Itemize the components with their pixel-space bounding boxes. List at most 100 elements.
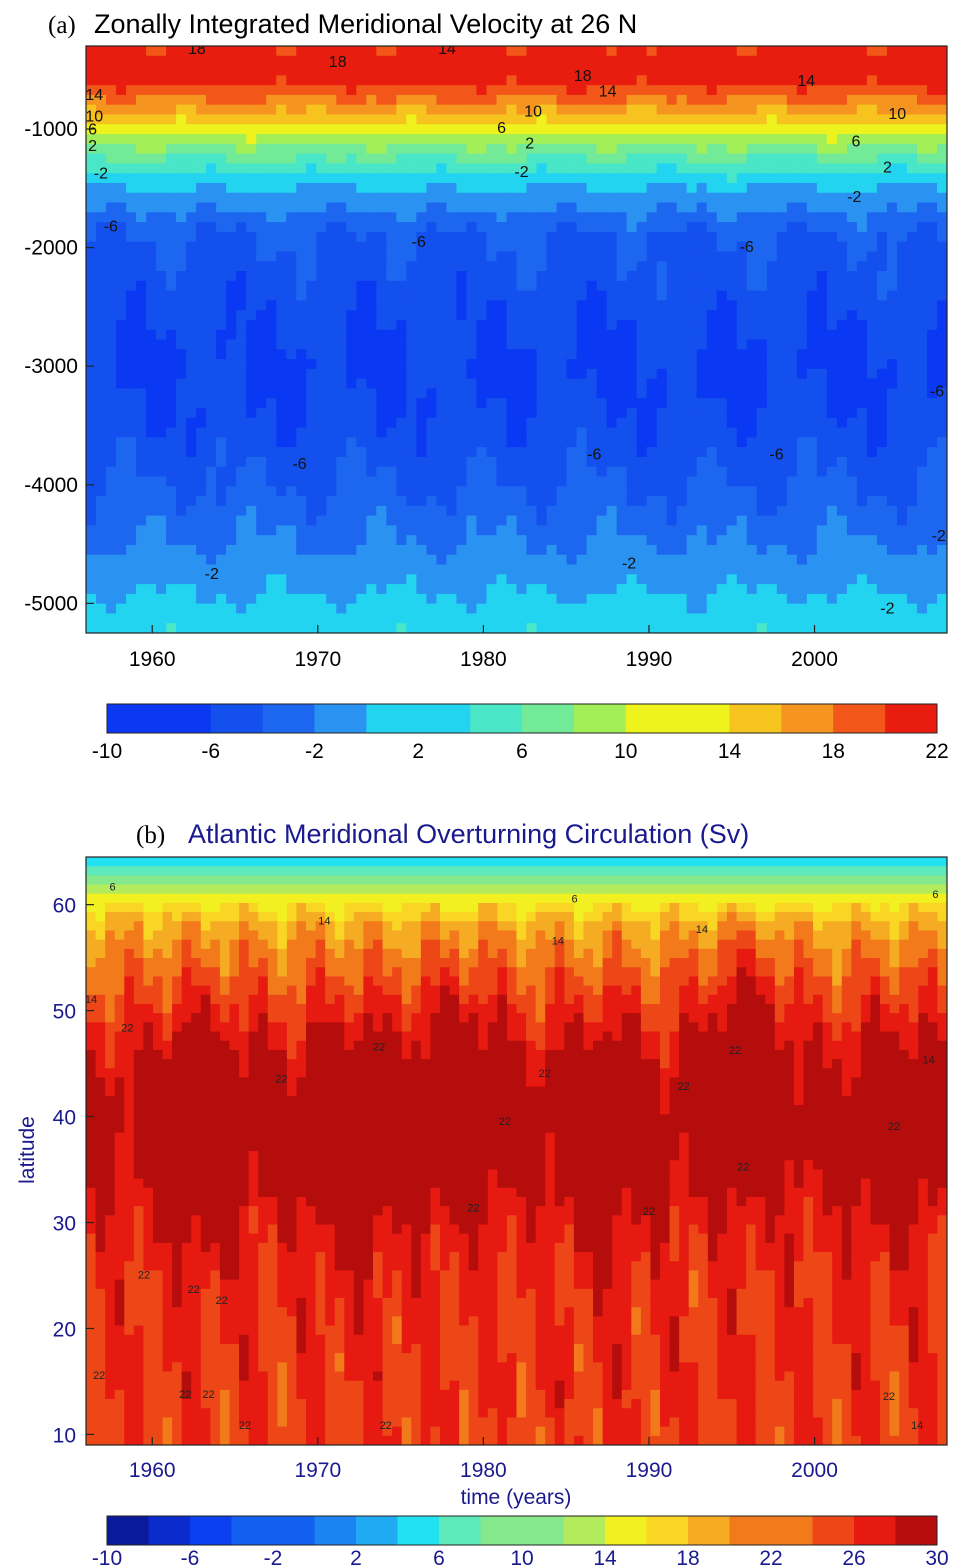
panel-a-field-cell xyxy=(396,417,407,429)
panel-a-field-cell xyxy=(596,564,608,575)
panel-a-field-cell xyxy=(626,368,638,380)
panel-a-field-cell xyxy=(276,574,287,585)
panel-a-field-cell xyxy=(796,251,808,262)
panel-a-field-cell xyxy=(366,437,377,448)
panel-a-field-cell xyxy=(576,603,588,615)
panel-a-field-cell xyxy=(336,359,347,370)
panel-a-field-cell xyxy=(926,388,938,399)
panel-a-field-cell xyxy=(706,280,718,292)
panel-a-field-cell xyxy=(296,456,307,468)
panel-a-field-cell xyxy=(556,574,568,585)
panel-a-field-cell xyxy=(876,584,888,595)
panel-a-field-cell xyxy=(626,554,638,566)
panel-a-field-cell xyxy=(626,329,638,341)
panel-a-field-cell xyxy=(176,447,187,458)
panel-a-field-cell xyxy=(516,163,528,174)
panel-a-field-cell xyxy=(216,329,227,341)
panel-a-field-cell xyxy=(616,603,628,615)
panel-a-field-cell xyxy=(746,261,758,272)
panel-a-field-cell xyxy=(636,535,648,546)
panel-a-field-cell xyxy=(86,134,97,145)
panel-a-field-cell xyxy=(176,388,187,399)
panel-a-field-cell xyxy=(226,407,237,419)
panel-a-field-cell xyxy=(726,251,738,262)
panel-a-field-cell xyxy=(86,349,97,360)
panel-a-field-cell xyxy=(156,310,167,321)
panel-a-field-cell xyxy=(886,134,898,145)
panel-a-field-cell xyxy=(346,94,357,106)
panel-a-field-cell xyxy=(586,104,598,116)
panel-a-field-cell xyxy=(326,496,337,507)
panel-a-field-cell xyxy=(416,407,427,419)
panel-a-field-cell xyxy=(226,564,237,575)
panel-a-field-cell xyxy=(706,310,718,321)
panel-a-field-cell xyxy=(216,456,227,468)
panel-a-field-cell xyxy=(936,486,947,497)
panel-a-field-cell xyxy=(926,290,938,301)
panel-a-field-cell xyxy=(416,65,427,76)
panel-a-field-cell xyxy=(306,300,317,311)
panel-a-field-cell xyxy=(196,94,207,106)
panel-a-field-cell xyxy=(636,427,648,438)
panel-a-field-cell xyxy=(926,407,938,419)
panel-a-field-cell xyxy=(906,231,918,243)
panel-a-field-cell xyxy=(486,476,498,487)
panel-a-field-cell xyxy=(566,271,578,282)
panel-a-field-cell xyxy=(526,134,538,145)
panel-a-field-cell xyxy=(306,173,317,184)
panel-a-field-cell xyxy=(916,368,928,380)
panel-a-field-cell xyxy=(576,378,588,390)
panel-a-field-cell xyxy=(916,505,928,517)
panel-a-field-cell xyxy=(796,114,808,125)
panel-a-field-cell xyxy=(846,46,858,57)
panel-a-field-cell xyxy=(256,202,267,213)
panel-a-field-cell xyxy=(146,574,157,585)
panel-a-field-cell xyxy=(86,251,97,262)
panel-a-field-cell xyxy=(376,515,387,526)
panel-a-field-cell xyxy=(776,222,788,233)
panel-a-field-cell xyxy=(216,515,227,526)
panel-a-field-cell xyxy=(96,329,107,341)
panel-a-field-cell xyxy=(276,124,287,135)
panel-a-field-cell xyxy=(636,153,648,164)
panel-a-field-cell xyxy=(486,564,498,575)
panel-a-field-cell xyxy=(606,427,618,438)
panel-a-field-cell xyxy=(486,535,498,546)
panel-a-field-cell xyxy=(626,466,638,478)
panel-a-field-cell xyxy=(216,437,227,448)
panel-a-field-cell xyxy=(896,55,908,67)
panel-a-field-cell xyxy=(716,535,728,546)
panel-a-field-cell xyxy=(156,456,167,468)
panel-a-field-cell xyxy=(496,505,508,517)
panel-a-field-cell xyxy=(406,535,417,546)
panel-a-field-cell xyxy=(846,388,858,399)
panel-a-field-cell xyxy=(256,407,267,419)
panel-a-field-cell xyxy=(516,359,528,370)
panel-a-field-cell xyxy=(306,251,317,262)
panel-a-field-cell xyxy=(356,192,367,204)
panel-a-field-cell xyxy=(536,515,548,526)
panel-a-field-cell xyxy=(126,486,137,497)
panel-a-field-cell xyxy=(636,388,648,399)
panel-a-field-cell xyxy=(916,525,928,536)
panel-a-field-cell xyxy=(676,388,688,399)
panel-a-field-cell xyxy=(826,222,838,233)
panel-a-field-cell xyxy=(666,349,678,360)
panel-a-field-cell xyxy=(396,222,407,233)
panel-a-field-cell xyxy=(476,85,488,96)
panel-a-field-cell xyxy=(526,251,538,262)
panel-a-field-cell xyxy=(276,202,287,213)
panel-a-field-cell xyxy=(856,456,868,468)
panel-a-field-cell xyxy=(106,544,117,556)
panel-a-field-cell xyxy=(296,85,307,96)
panel-a-field-cell xyxy=(826,388,838,399)
panel-a-field-cell xyxy=(506,554,518,566)
panel-a-field-cell xyxy=(636,104,648,116)
panel-a-field-cell xyxy=(566,359,578,370)
panel-a-field-cell xyxy=(526,271,538,282)
panel-a-field-cell xyxy=(226,182,237,194)
panel-a-field-cell xyxy=(616,329,628,341)
panel-a-field-cell xyxy=(716,290,728,301)
panel-a-field-cell xyxy=(86,466,97,478)
panel-a-field-cell xyxy=(366,173,377,184)
